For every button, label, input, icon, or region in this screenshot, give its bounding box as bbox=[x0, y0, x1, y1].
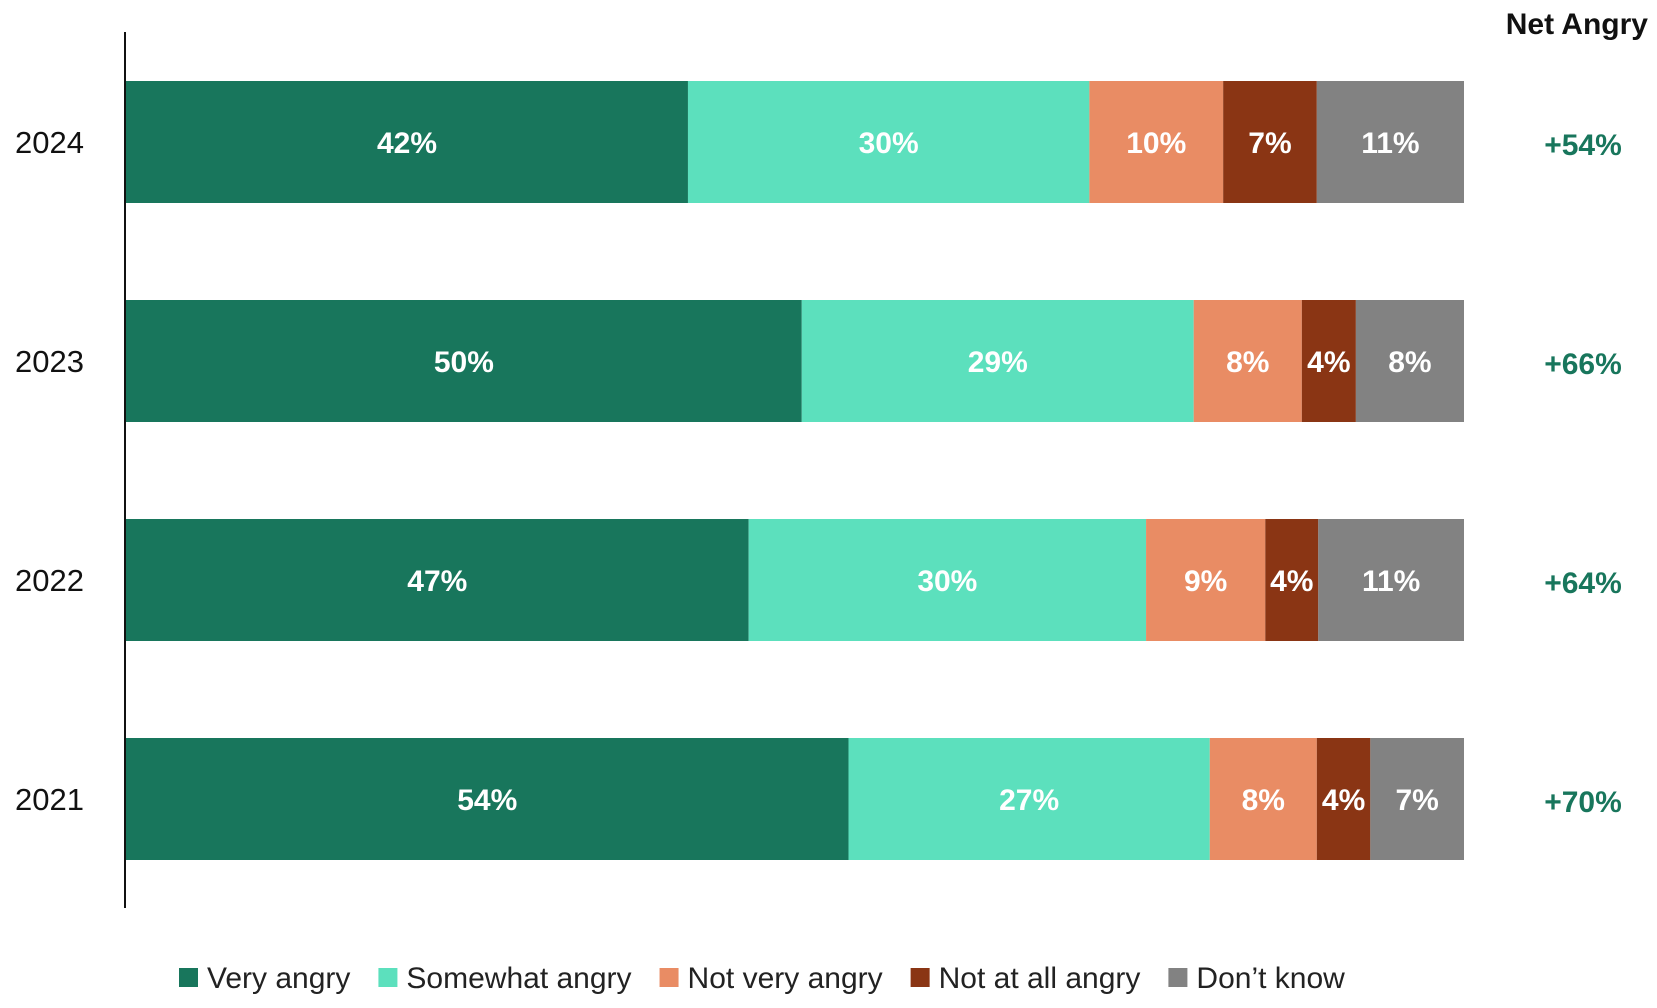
data-label-not-at-all-angry-2023: 4% bbox=[1307, 346, 1350, 379]
category-label-2024: 2024 bbox=[15, 125, 84, 160]
net-angry-value-2024: +54% bbox=[1544, 129, 1622, 162]
bar-segment-not-very-angry-2022 bbox=[1146, 519, 1266, 641]
bar-segment-very-angry-2024 bbox=[126, 81, 688, 203]
bar-segment-not-at-all-angry-2021 bbox=[1316, 738, 1371, 860]
data-label-not-very-angry-2023: 8% bbox=[1226, 346, 1269, 379]
bar-segment-not-very-angry-2024 bbox=[1089, 81, 1224, 203]
data-label-very-angry-2021: 54% bbox=[457, 784, 517, 817]
legend-label-somewhat-angry: Somewhat angry bbox=[406, 962, 631, 995]
legend-swatch-not-very-angry bbox=[659, 968, 679, 987]
bar-segment-not-at-all-angry-2022 bbox=[1265, 519, 1319, 641]
category-label-2023: 2023 bbox=[15, 344, 84, 379]
data-label-somewhat-angry-2021: 27% bbox=[999, 784, 1059, 817]
bar-segment-don-t-know-2024 bbox=[1316, 81, 1464, 203]
legend-label-not-at-all-angry: Not at all angry bbox=[939, 962, 1141, 995]
bar-segment-somewhat-angry-2022 bbox=[748, 519, 1147, 641]
bar-segment-very-angry-2022 bbox=[126, 519, 749, 641]
bar-segment-very-angry-2023 bbox=[126, 300, 802, 422]
legend-swatch-don-t-know bbox=[1168, 968, 1188, 987]
legend-swatch-not-at-all-angry bbox=[910, 968, 930, 987]
legend-label-don-t-know: Don’t know bbox=[1196, 962, 1345, 995]
bar-segment-not-very-angry-2021 bbox=[1209, 738, 1317, 860]
legend-swatch-somewhat-angry bbox=[378, 968, 398, 987]
bar-segment-not-very-angry-2023 bbox=[1193, 300, 1302, 422]
data-label-somewhat-angry-2022: 30% bbox=[917, 565, 977, 598]
data-label-not-at-all-angry-2021: 4% bbox=[1322, 784, 1365, 817]
category-label-2022: 2022 bbox=[15, 563, 84, 598]
data-label-not-very-angry-2024: 10% bbox=[1126, 127, 1186, 160]
data-label-very-angry-2023: 50% bbox=[434, 346, 494, 379]
data-label-don-t-know-2023: 8% bbox=[1388, 346, 1431, 379]
data-label-very-angry-2022: 47% bbox=[407, 565, 467, 598]
data-label-somewhat-angry-2024: 30% bbox=[859, 127, 919, 160]
legend: Very angry Somewhat angry Not very angry No… bbox=[179, 962, 1345, 995]
bar-segment-somewhat-angry-2023 bbox=[801, 300, 1194, 422]
bar-segment-somewhat-angry-2021 bbox=[848, 738, 1210, 860]
net-angry-header: Net Angry bbox=[1506, 8, 1649, 41]
legend-swatch-very-angry bbox=[179, 968, 198, 987]
bar-segment-not-at-all-angry-2024 bbox=[1223, 81, 1317, 203]
data-label-don-t-know-2022: 11% bbox=[1362, 565, 1420, 598]
bar-segment-not-at-all-angry-2023 bbox=[1301, 300, 1356, 422]
data-label-somewhat-angry-2023: 29% bbox=[968, 346, 1028, 379]
category-label-2021: 2021 bbox=[15, 782, 84, 817]
bars-layer: 2024 42% 30% 10% 7% 11% +54% 2023 50% 29% 8% 4% 8% +6… bbox=[15, 81, 1622, 860]
data-label-don-t-know-2024: 11% bbox=[1361, 127, 1419, 160]
legend-label-not-very-angry: Not very angry bbox=[688, 962, 883, 995]
data-label-very-angry-2024: 42% bbox=[377, 127, 437, 160]
net-angry-value-2021: +70% bbox=[1544, 786, 1622, 819]
bar-segment-don-t-know-2023 bbox=[1355, 300, 1464, 422]
bar-segment-very-angry-2021 bbox=[126, 738, 849, 860]
net-angry-value-2023: +66% bbox=[1544, 348, 1622, 381]
bar-segment-don-t-know-2022 bbox=[1318, 519, 1464, 641]
bar-segment-don-t-know-2021 bbox=[1370, 738, 1464, 860]
legend-label-very-angry: Very angry bbox=[207, 962, 350, 995]
data-label-not-at-all-angry-2022: 4% bbox=[1270, 565, 1313, 598]
data-label-not-very-angry-2021: 8% bbox=[1242, 784, 1285, 817]
net-angry-value-2022: +64% bbox=[1544, 567, 1622, 600]
data-label-not-very-angry-2022: 9% bbox=[1184, 565, 1227, 598]
data-label-not-at-all-angry-2024: 7% bbox=[1248, 127, 1291, 160]
data-label-don-t-know-2021: 7% bbox=[1395, 784, 1438, 817]
bar-segment-somewhat-angry-2024 bbox=[687, 81, 1090, 203]
